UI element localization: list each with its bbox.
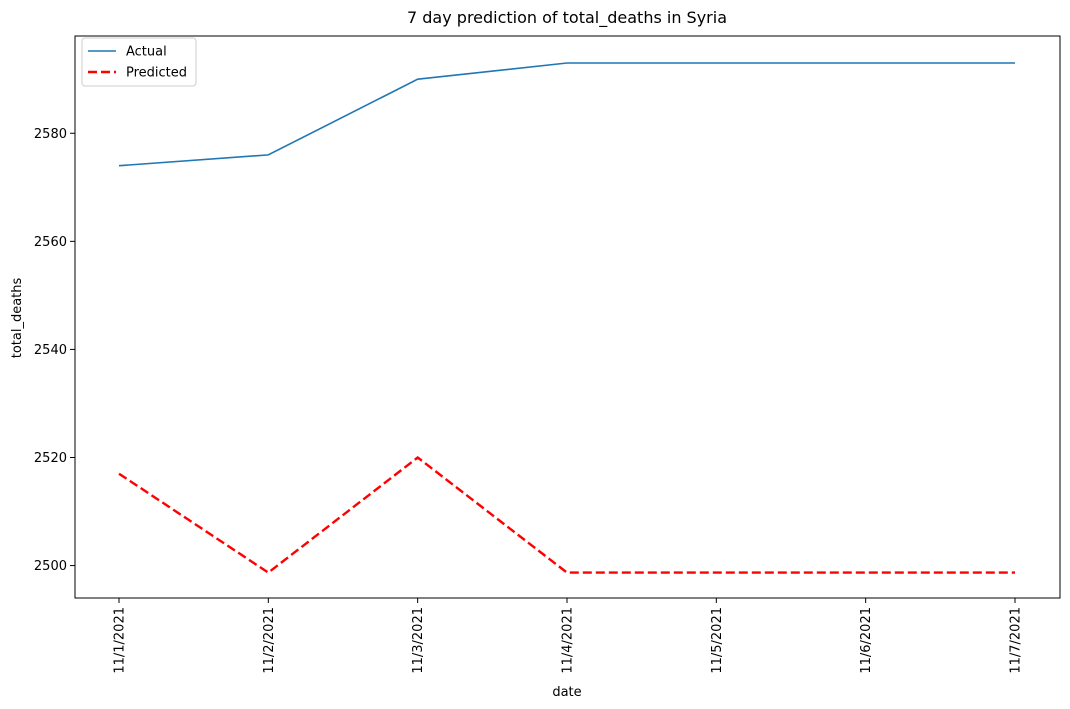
x-tick-label: 11/7/2021	[1009, 607, 1024, 674]
y-tick-label: 2520	[34, 451, 67, 466]
x-tick-label: 11/6/2021	[859, 607, 874, 674]
legend-label-actual: Actual	[126, 45, 167, 60]
y-tick-label: 2560	[34, 235, 67, 250]
x-axis-label: date	[552, 685, 581, 700]
legend-box	[81, 37, 197, 87]
series-line-actual	[118, 62, 1015, 167]
x-tick-label: 11/2/2021	[262, 607, 277, 674]
y-tick-label: 2540	[34, 343, 67, 358]
x-tick-label: 11/5/2021	[710, 607, 725, 674]
y-tick-label: 2500	[34, 559, 67, 574]
y-tick-label: 2580	[34, 127, 67, 142]
y-axis-label: total_deaths	[10, 278, 25, 359]
legend: Actual Predicted	[81, 37, 197, 87]
x-tick-label: 11/4/2021	[561, 607, 576, 674]
x-tick-label: 11/3/2021	[411, 607, 426, 674]
x-tick-label: 11/1/2021	[113, 607, 128, 674]
chart-title: 7 day prediction of total_deaths in Syri…	[407, 8, 727, 28]
plot-area: 2500 2520 2540 2560 2580 11/1/2021 11/2/2021 11…	[34, 35, 1061, 674]
legend-label-predicted: Predicted	[126, 66, 187, 81]
